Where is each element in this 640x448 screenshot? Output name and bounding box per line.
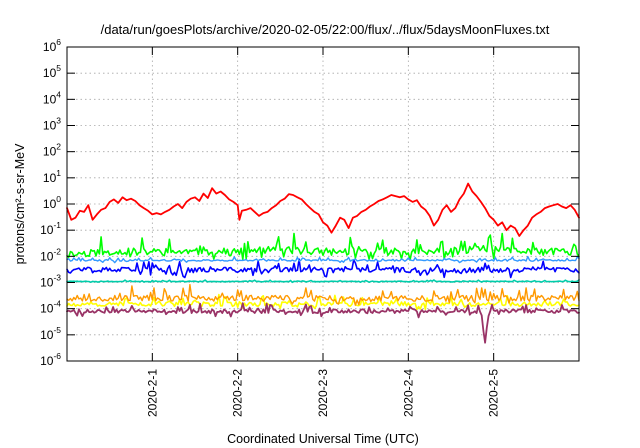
y-tick-label: 10-4 bbox=[40, 299, 61, 316]
y-tick-label: 100 bbox=[43, 194, 61, 211]
series-line bbox=[66, 182, 580, 237]
y-tick-label: 10-1 bbox=[40, 220, 61, 237]
series-line bbox=[66, 279, 580, 284]
series-line bbox=[66, 258, 580, 279]
series-line bbox=[66, 302, 580, 344]
y-tick-label: 104 bbox=[43, 89, 61, 106]
data-series bbox=[66, 182, 580, 344]
y-tick-label: 10-6 bbox=[40, 351, 61, 368]
y-tick-labels: 10-6 10-5 10-4 10-3 10-2 10-1 100 101 102 103 104 1… bbox=[40, 37, 61, 368]
x-tick-label: 2020-2-3 bbox=[316, 369, 330, 417]
x-tick-label: 2020-2-2 bbox=[231, 369, 245, 417]
y-axis-label: protons/cm²-s-sr-MeV bbox=[13, 143, 27, 265]
x-tick-label: 2020-2-5 bbox=[487, 369, 501, 417]
series-line bbox=[66, 232, 580, 261]
series-line bbox=[66, 255, 580, 264]
series-line bbox=[66, 283, 580, 306]
y-tick-label: 101 bbox=[43, 168, 61, 185]
x-tick-label: 2020-2-1 bbox=[145, 369, 159, 417]
y-tick-label: 106 bbox=[43, 37, 61, 54]
y-tick-label: 105 bbox=[43, 63, 61, 80]
chart-title: /data/run/goesPlots/archive/2020-02-05/2… bbox=[101, 22, 550, 37]
x-tick-label: 2020-2-4 bbox=[401, 369, 415, 417]
x-axis-label: Coordinated Universal Time (UTC) bbox=[227, 432, 419, 446]
y-tick-label: 102 bbox=[43, 142, 61, 159]
y-tick-label: 10-5 bbox=[40, 325, 61, 342]
y-tick-label: 10-3 bbox=[40, 273, 61, 290]
y-tick-label: 10-2 bbox=[40, 246, 61, 263]
axis-ticks bbox=[67, 46, 579, 362]
x-tick-labels: 2020-2-1 2020-2-2 2020-2-3 2020-2-4 2020-2-5 bbox=[145, 369, 500, 417]
y-tick-label: 103 bbox=[43, 116, 61, 133]
series-line bbox=[66, 293, 580, 311]
